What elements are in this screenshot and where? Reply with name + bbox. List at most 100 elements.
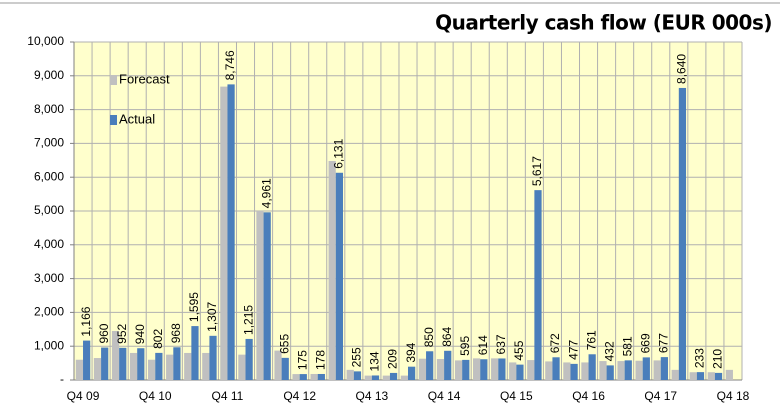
bar <box>400 375 408 380</box>
y-tick-label: 3,000 <box>34 271 64 285</box>
bar <box>498 358 506 380</box>
bar <box>696 372 705 380</box>
chart-title: Quarterly cash flow (EUR 000s) <box>435 11 772 35</box>
y-tick-label: - <box>60 372 64 386</box>
bar <box>624 360 632 380</box>
data-label: 581 <box>620 336 634 356</box>
bar <box>527 360 535 380</box>
bar <box>245 338 253 380</box>
legend-label: Forecast <box>119 71 170 86</box>
bar <box>516 364 524 380</box>
bar <box>635 360 643 380</box>
bar <box>364 375 372 380</box>
bar <box>292 374 300 380</box>
bar <box>256 211 264 380</box>
bar <box>389 372 398 380</box>
bar <box>119 347 127 380</box>
data-label: 637 <box>494 334 508 354</box>
bar <box>93 358 102 380</box>
bar <box>653 360 661 380</box>
data-label: 5,617 <box>530 156 544 186</box>
bar <box>75 359 84 380</box>
bar <box>101 347 109 380</box>
bar <box>563 362 571 380</box>
bar <box>454 360 463 380</box>
data-label: 850 <box>422 327 436 347</box>
bar <box>227 84 235 381</box>
bar <box>707 372 715 380</box>
bar <box>274 350 282 380</box>
data-label: 455 <box>512 340 526 360</box>
bar <box>714 372 723 380</box>
x-tick-label: Q4 17 <box>644 389 677 403</box>
data-label: 209 <box>386 349 400 369</box>
x-tick-label: Q4 10 <box>139 389 172 403</box>
data-label: 655 <box>277 334 291 354</box>
bar <box>155 352 163 380</box>
data-label: 6,131 <box>332 138 346 168</box>
bar <box>444 350 452 380</box>
bar <box>83 340 91 380</box>
bar <box>689 372 697 380</box>
bar <box>191 326 199 380</box>
y-tick-label: 4,000 <box>34 237 64 251</box>
bar <box>534 190 542 380</box>
data-label: 864 <box>440 326 454 346</box>
data-label: 672 <box>548 333 562 353</box>
legend-label: Actual <box>119 111 155 126</box>
data-label: 210 <box>711 349 725 369</box>
x-tick-label: Q4 12 <box>283 389 316 403</box>
x-tick-label: Q4 15 <box>500 389 533 403</box>
data-label: 8,746 <box>223 50 237 80</box>
data-label: 134 <box>368 351 382 371</box>
data-label: 8,640 <box>675 54 689 84</box>
bar <box>111 330 120 380</box>
bar <box>545 361 553 380</box>
bar <box>263 212 271 380</box>
bar <box>581 362 589 380</box>
bar <box>137 348 145 380</box>
bar <box>472 358 481 380</box>
y-tick-label: 10,000 <box>27 34 64 48</box>
bar <box>552 357 560 380</box>
legend-swatch <box>110 115 117 125</box>
data-label: 1,307 <box>205 301 219 331</box>
data-label: 968 <box>169 323 183 343</box>
legend-swatch <box>110 75 117 85</box>
bar <box>238 354 246 380</box>
data-label: 432 <box>602 341 616 361</box>
bar <box>606 365 614 380</box>
bar <box>382 375 390 380</box>
bar <box>491 358 499 380</box>
bar <box>346 369 354 380</box>
data-label: 394 <box>404 342 418 362</box>
bar <box>299 374 307 380</box>
data-label: 175 <box>295 350 309 370</box>
data-label: 952 <box>115 323 129 343</box>
bar <box>129 352 138 380</box>
bar <box>328 160 336 380</box>
bar <box>599 361 607 380</box>
y-tick-label: 7,000 <box>34 136 64 150</box>
bar <box>148 359 156 380</box>
bar <box>462 359 470 380</box>
bar <box>509 362 517 380</box>
y-tick-label: 2,000 <box>34 305 64 319</box>
x-tick-label: Q4 13 <box>356 389 389 403</box>
bar <box>426 351 434 380</box>
data-label: 761 <box>584 330 598 350</box>
data-label: 595 <box>458 336 472 356</box>
data-label: 233 <box>693 348 707 368</box>
bar <box>617 361 625 380</box>
data-label: 255 <box>350 347 364 367</box>
bar <box>371 375 380 380</box>
bar <box>209 335 217 380</box>
data-label: 1,166 <box>79 306 93 336</box>
y-tick-label: 6,000 <box>34 169 64 183</box>
data-label: 802 <box>151 329 165 349</box>
y-tick-label: 1,000 <box>34 338 64 352</box>
data-label: 960 <box>97 323 111 343</box>
bar <box>173 347 181 380</box>
data-label: 477 <box>566 340 580 360</box>
